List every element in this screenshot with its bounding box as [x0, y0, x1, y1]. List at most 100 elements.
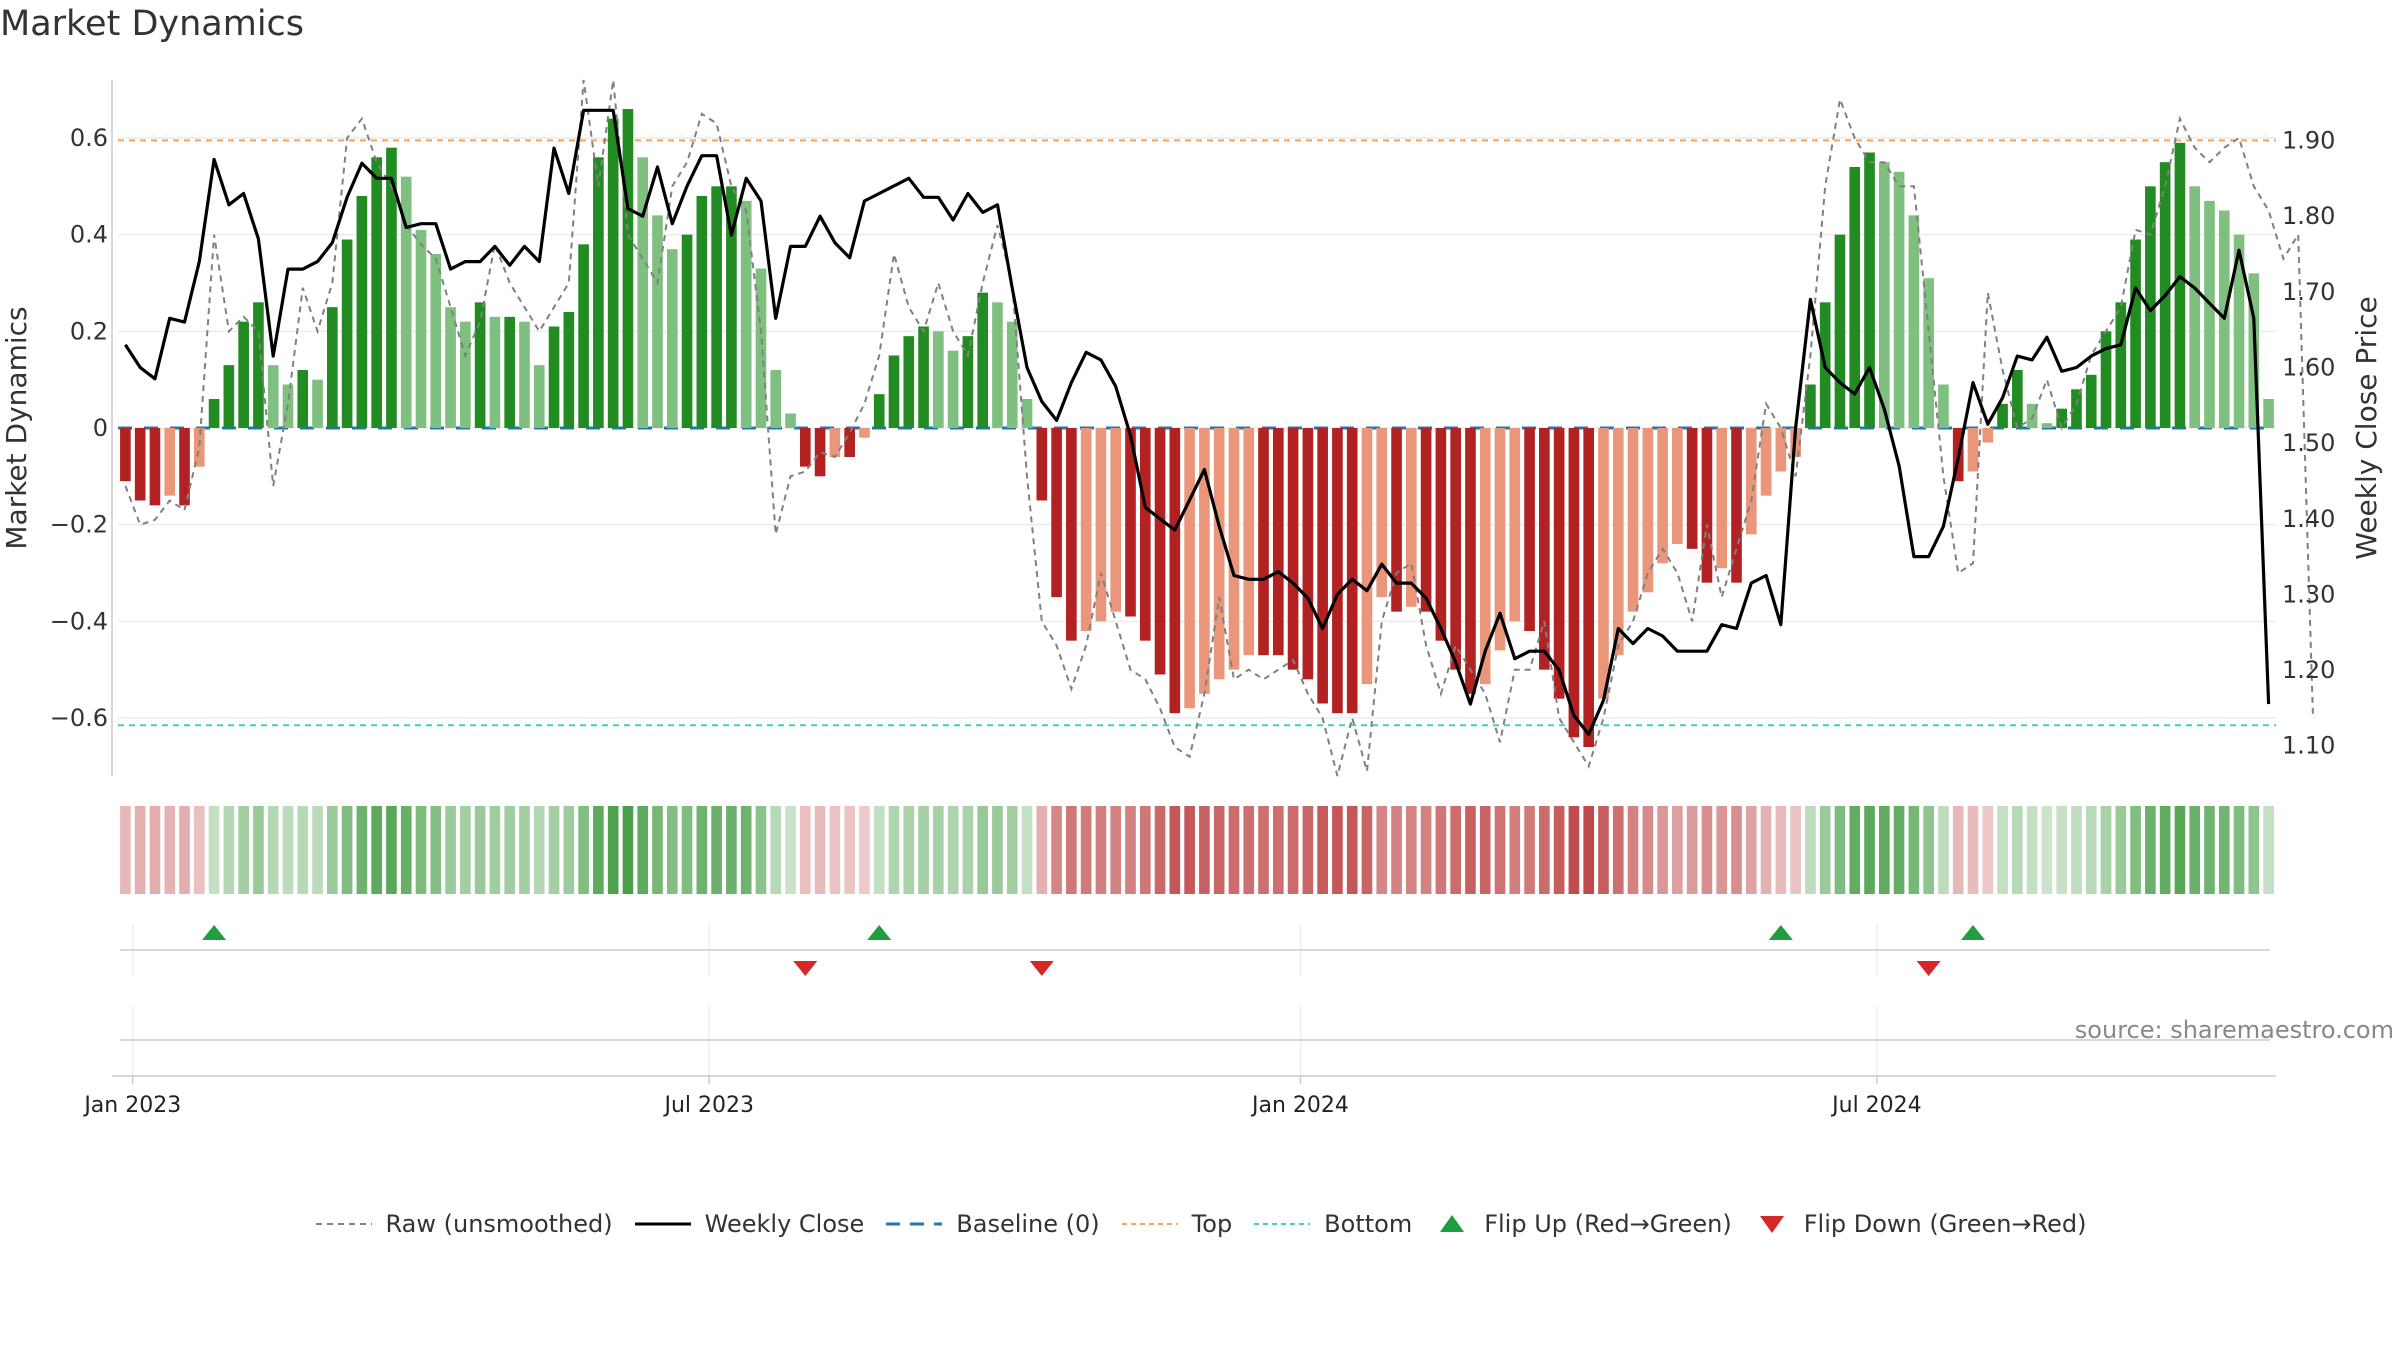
regime-cell	[297, 806, 309, 894]
dynamics-bar	[770, 370, 782, 428]
regime-cell	[2012, 806, 2023, 894]
dynamics-bar	[1228, 428, 1240, 670]
regime-cell	[1627, 806, 1639, 894]
dynamics-bar	[1642, 428, 1654, 593]
dynamics-bar	[637, 157, 649, 429]
dynamics-bar	[297, 370, 309, 428]
regime-cell	[356, 806, 368, 894]
dynamics-bar	[2174, 142, 2186, 429]
regime-cell	[548, 806, 560, 894]
regime-cell	[445, 806, 456, 894]
dynamics-bar	[1184, 428, 1195, 709]
legend-bottom-label: Bottom	[1324, 1210, 1413, 1238]
regime-cell	[2100, 806, 2112, 894]
dynamics-bar	[888, 355, 900, 428]
regime-cell	[312, 806, 323, 894]
regime-cell	[1583, 806, 1595, 894]
flip-down-icon	[793, 961, 818, 976]
dynamics-bar	[2204, 200, 2215, 428]
raw-series-line	[124, 79, 2314, 777]
dynamics-bar	[2071, 389, 2082, 428]
regime-cell	[1672, 806, 1683, 894]
regime-cell	[770, 806, 782, 894]
dynamics-bar	[1169, 428, 1181, 714]
dynamics-bar	[992, 302, 1003, 428]
dynamics-bar	[1627, 428, 1639, 612]
regime-cell	[341, 806, 353, 894]
legend-top: Top	[1120, 1210, 1232, 1238]
regime-cell	[1834, 806, 1846, 894]
regime-cell	[711, 806, 722, 894]
regime-cell	[1139, 806, 1151, 894]
regime-cell	[2130, 806, 2141, 894]
regime-cell	[120, 806, 131, 894]
dynamics-bar	[1760, 428, 1772, 496]
regime-cell	[622, 806, 634, 894]
dynamics-bar	[1199, 428, 1210, 694]
axes: 0.6 0.4 0.2 0 −0.2 −0.4 −0.6 1.90 1.80 1.70 1.60 1.…	[0, 80, 2383, 1118]
regime-cell	[1420, 806, 1432, 894]
regime-cell	[1598, 806, 1609, 894]
dynamics-bar	[1967, 428, 1979, 472]
dynamics-bar	[755, 268, 767, 428]
legend-flip-up-icon	[1440, 1215, 1465, 1232]
x-tick-label: Jul 2023	[662, 1093, 754, 1118]
dynamics-bar	[1553, 428, 1565, 699]
legend-flip-down-icon	[1759, 1216, 1784, 1233]
regime-cell	[888, 806, 900, 894]
dynamics-bar	[1716, 428, 1728, 569]
dynamics-bar	[1701, 428, 1713, 583]
dynamics-bar	[593, 157, 604, 429]
dynamics-bar	[2012, 370, 2023, 428]
regime-cell	[1450, 806, 1461, 894]
dynamics-bar	[2100, 331, 2112, 428]
dynamics-bar	[1036, 428, 1048, 501]
regime-cell	[1760, 806, 1772, 894]
dynamics-bar	[947, 350, 959, 428]
dynamics-bar	[489, 316, 501, 428]
legend-flip-down: Flip Down (Green→Red)	[1752, 1210, 2087, 1238]
dynamics-bar	[652, 215, 663, 428]
regime-cell	[593, 806, 604, 894]
dynamics-bar	[563, 312, 575, 428]
regime-cell	[1228, 806, 1240, 894]
dynamics-bar	[1494, 428, 1506, 651]
regime-cell	[1893, 806, 1905, 894]
dynamics-bar	[445, 307, 456, 428]
dynamics-bar	[1849, 167, 1861, 428]
dynamics-bar	[356, 196, 368, 428]
dynamics-bar	[1272, 428, 1284, 656]
dynamics-bar	[1080, 428, 1092, 631]
dynamics-bar	[1139, 428, 1151, 641]
legend-flip-up-label: Flip Up (Red→Green)	[1484, 1210, 1732, 1238]
dynamics-bar	[666, 249, 678, 428]
legend-raw-swatch	[315, 1223, 372, 1225]
dynamics-bar	[341, 239, 353, 428]
dynamics-bar	[179, 428, 190, 506]
dynamics-bar	[533, 365, 545, 428]
y2-tick-label: 1.80	[2282, 202, 2335, 230]
regime-cell	[1272, 806, 1284, 894]
regime-cell	[149, 806, 161, 894]
dynamics-bar	[253, 302, 264, 428]
dynamics-bar	[1420, 428, 1432, 612]
regime-cell	[1184, 806, 1195, 894]
regime-cell	[460, 806, 471, 894]
dynamics-bar	[2263, 399, 2274, 428]
regime-cell	[1317, 806, 1328, 894]
regime-cell	[1938, 806, 1949, 894]
y-tick-label: 0	[93, 414, 108, 442]
regime-cell	[977, 806, 988, 894]
dynamics-bar	[578, 244, 589, 428]
regime-cell	[164, 806, 176, 894]
regime-cell	[1494, 806, 1506, 894]
regime-cell	[578, 806, 589, 894]
regime-cell	[1302, 806, 1314, 894]
dynamics-bar	[1908, 215, 1920, 428]
regime-cell	[1435, 806, 1447, 894]
legend-baseline-swatch	[886, 1222, 943, 1226]
dynamics-bar	[1509, 428, 1521, 622]
regime-cell	[785, 806, 796, 894]
x-tick-label: Jan 2024	[1250, 1093, 1349, 1118]
regime-cell	[2204, 806, 2215, 894]
